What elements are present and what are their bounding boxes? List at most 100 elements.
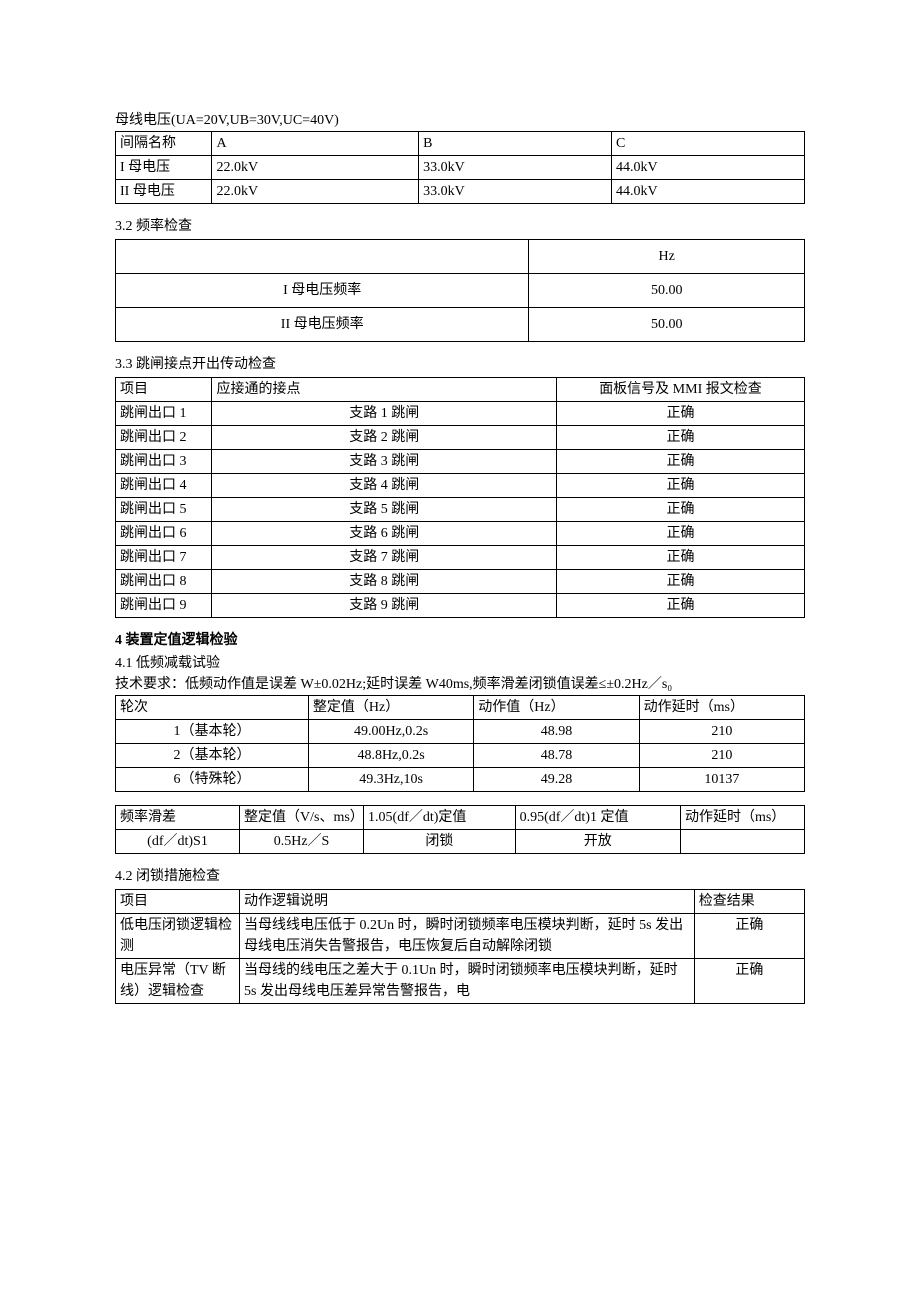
check-item: 电压异常（TV 断线）逻辑检查	[116, 959, 240, 1004]
trip-table: 项目 应接通的接点 面板信号及 MMI 报文检查 跳闸出口 1支路 1 跳闸正确…	[115, 377, 805, 618]
section-3-2-title: 3.2 频率检查	[115, 216, 805, 237]
trip-status: 正确	[556, 546, 804, 570]
table-row: 跳闸出口 9支路 9 跳闸正确	[116, 594, 805, 618]
table-row: 跳闸出口 2支路 2 跳闸正确	[116, 426, 805, 450]
col-header: 间隔名称	[116, 132, 212, 156]
cell: 33.0kV	[419, 180, 612, 204]
lock-check-table: 项目 动作逻辑说明 检查结果 低电压闭锁逻辑检测 当母线线电压低于 0.2Un …	[115, 889, 805, 1004]
table-row: 轮次 整定值（Hz） 动作值（Hz） 动作延时（ms）	[116, 696, 805, 720]
cell: 22.0kV	[212, 180, 419, 204]
col-header: 项目	[116, 378, 212, 402]
col-header: 动作延时（ms）	[680, 806, 804, 830]
cell: 2（基本轮）	[116, 744, 309, 768]
col-header: 1.05(df／dt)定值	[364, 806, 516, 830]
col-header: A	[212, 132, 419, 156]
row-name: II 母电压	[116, 180, 212, 204]
frequency-table: Hz I 母电压频率 50.00 II 母电压频率 50.00	[115, 239, 805, 342]
check-item: 低电压闭锁逻辑检测	[116, 914, 240, 959]
table-row: 6（特殊轮）49.3Hz,10s49.2810137	[116, 768, 805, 792]
table-row: 跳闸出口 4支路 4 跳闸正确	[116, 474, 805, 498]
cell: 49.3Hz,10s	[308, 768, 473, 792]
req-label: 技术要求：	[115, 677, 185, 692]
trip-route: 支路 5 跳闸	[212, 498, 557, 522]
cell: 210	[639, 720, 804, 744]
cell: 48.78	[474, 744, 639, 768]
col-header: C	[612, 132, 805, 156]
freq-label: I 母电压频率	[116, 274, 529, 308]
low-freq-table: 轮次 整定值（Hz） 动作值（Hz） 动作延时（ms） 1（基本轮）49.00H…	[115, 695, 805, 792]
table-row: 跳闸出口 5支路 5 跳闸正确	[116, 498, 805, 522]
voltage-caption: 母线电压(UA=20V,UB=30V,UC=40V)	[115, 110, 805, 131]
cell: 44.0kV	[612, 180, 805, 204]
table-row: 项目 应接通的接点 面板信号及 MMI 报文检查	[116, 378, 805, 402]
cell: 1（基本轮）	[116, 720, 309, 744]
empty-cell	[116, 240, 529, 274]
requirement-line: 技术要求：低频动作值是误差 W±0.02Hz;延时误差 W40ms,频率滑差闭锁…	[115, 674, 805, 695]
col-header: 整定值（Hz）	[308, 696, 473, 720]
trip-route: 支路 3 跳闸	[212, 450, 557, 474]
cell: 10137	[639, 768, 804, 792]
section-4-2-title: 4.2 闭锁措施检查	[115, 866, 805, 887]
col-header: 面板信号及 MMI 报文检查	[556, 378, 804, 402]
table-row: 项目 动作逻辑说明 检查结果	[116, 890, 805, 914]
cell: 闭锁	[364, 830, 516, 854]
table-row: 2（基本轮）48.8Hz,0.2s48.78210	[116, 744, 805, 768]
trip-name: 跳闸出口 7	[116, 546, 212, 570]
table-row: (df／dt)S1 0.5Hz／S 闭锁 开放	[116, 830, 805, 854]
trip-route: 支路 2 跳闸	[212, 426, 557, 450]
col-header: 动作逻辑说明	[240, 890, 695, 914]
col-header: 整定值（V/s、ms）	[240, 806, 364, 830]
cell: 49.00Hz,0.2s	[308, 720, 473, 744]
col-header: B	[419, 132, 612, 156]
trip-name: 跳闸出口 6	[116, 522, 212, 546]
trip-status: 正确	[556, 594, 804, 618]
table-row: 间隔名称 A B C	[116, 132, 805, 156]
table-row: 低电压闭锁逻辑检测 当母线线电压低于 0.2Un 时，瞬时闭锁频率电压模块判断，…	[116, 914, 805, 959]
cell: 49.28	[474, 768, 639, 792]
cell: 48.8Hz,0.2s	[308, 744, 473, 768]
trip-name: 跳闸出口 2	[116, 426, 212, 450]
table-row: 跳闸出口 1支路 1 跳闸正确	[116, 402, 805, 426]
cell: 44.0kV	[612, 156, 805, 180]
col-header: 轮次	[116, 696, 309, 720]
trip-name: 跳闸出口 9	[116, 594, 212, 618]
unit-header: Hz	[529, 240, 805, 274]
trip-name: 跳闸出口 4	[116, 474, 212, 498]
table-row: 跳闸出口 8支路 8 跳闸正确	[116, 570, 805, 594]
cell: (df／dt)S1	[116, 830, 240, 854]
trip-name: 跳闸出口 5	[116, 498, 212, 522]
trip-status: 正确	[556, 498, 804, 522]
table-row: I 母电压 22.0kV 33.0kV 44.0kV	[116, 156, 805, 180]
col-header: 项目	[116, 890, 240, 914]
section-4-1-title: 4.1 低频减载试验	[115, 653, 805, 674]
section-4-heading: 4 装置定值逻辑检验	[115, 630, 805, 651]
check-result: 正确	[694, 914, 804, 959]
trip-status: 正确	[556, 522, 804, 546]
freq-label: II 母电压频率	[116, 308, 529, 342]
check-desc: 当母线线电压低于 0.2Un 时，瞬时闭锁频率电压模块判断，延时 5s 发出母线…	[240, 914, 695, 959]
table-row: 跳闸出口 7支路 7 跳闸正确	[116, 546, 805, 570]
cell: 48.98	[474, 720, 639, 744]
table-row: 1（基本轮）49.00Hz,0.2s48.98210	[116, 720, 805, 744]
cell: 33.0kV	[419, 156, 612, 180]
table-row: 频率滑差 整定值（V/s、ms） 1.05(df／dt)定值 0.95(df／d…	[116, 806, 805, 830]
trip-route: 支路 6 跳闸	[212, 522, 557, 546]
cell: 22.0kV	[212, 156, 419, 180]
cell: 6（特殊轮）	[116, 768, 309, 792]
section-3-3-title: 3.3 跳闸接点开出传动检查	[115, 354, 805, 375]
trip-route: 支路 7 跳闸	[212, 546, 557, 570]
col-header: 0.95(df／dt)1 定值	[515, 806, 680, 830]
row-name: I 母电压	[116, 156, 212, 180]
table-row: I 母电压频率 50.00	[116, 274, 805, 308]
freq-value: 50.00	[529, 274, 805, 308]
trip-name: 跳闸出口 1	[116, 402, 212, 426]
cell	[680, 830, 804, 854]
col-header: 应接通的接点	[212, 378, 557, 402]
col-header: 动作延时（ms）	[639, 696, 804, 720]
check-desc: 当母线的线电压之差大于 0.1Un 时，瞬时闭锁频率电压模块判断，延时 5s 发…	[240, 959, 695, 1004]
trip-status: 正确	[556, 474, 804, 498]
trip-route: 支路 4 跳闸	[212, 474, 557, 498]
table-row: Hz	[116, 240, 805, 274]
trip-name: 跳闸出口 3	[116, 450, 212, 474]
table-row: 电压异常（TV 断线）逻辑检查 当母线的线电压之差大于 0.1Un 时，瞬时闭锁…	[116, 959, 805, 1004]
